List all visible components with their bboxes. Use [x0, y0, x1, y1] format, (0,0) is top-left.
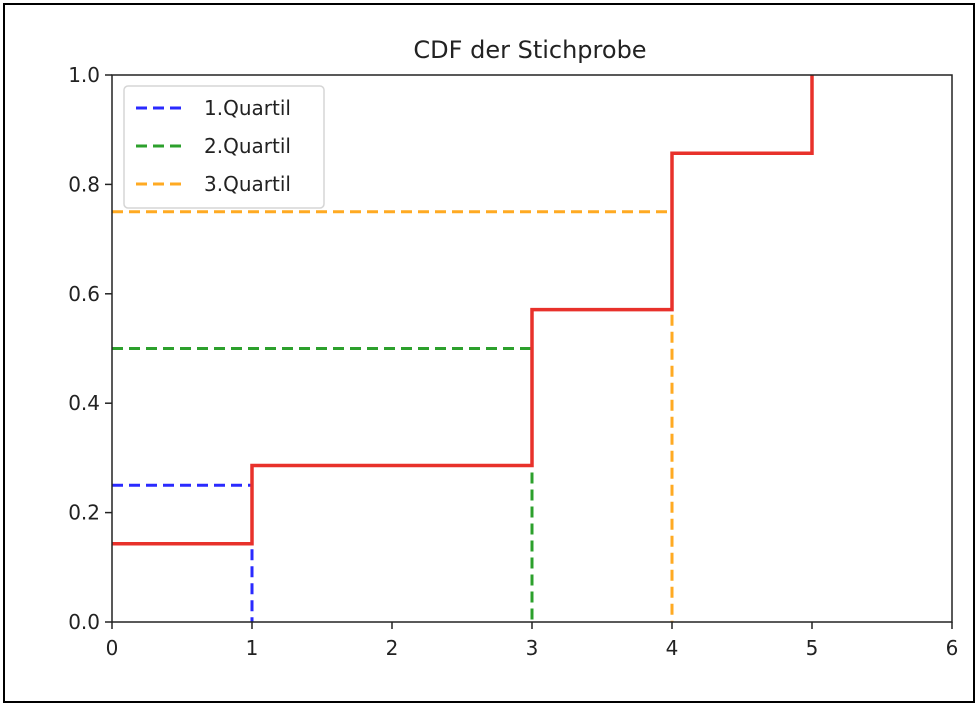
y-tick-label: 0.6: [68, 282, 100, 306]
legend-label-2: 2.Quartil: [204, 134, 291, 158]
y-tick-label: 0.8: [68, 172, 100, 196]
y-tick-label: 0.2: [68, 501, 100, 525]
x-tick-label: 6: [946, 636, 959, 660]
quartile-3-line: [112, 210, 674, 622]
y-tick-label: 0.4: [68, 391, 100, 415]
x-tick-label: 0: [106, 636, 119, 660]
chart-title: CDF der Stichprobe: [413, 36, 646, 64]
cdf-step-line: [112, 75, 814, 546]
legend-label-1: 1.Quartil: [204, 96, 291, 120]
y-tick-label: 0.0: [68, 610, 100, 634]
x-tick-label: 4: [666, 636, 679, 660]
legend-label-3: 3.Quartil: [204, 172, 291, 196]
quartile-2-line: [112, 347, 534, 622]
x-tick-label: 2: [386, 636, 399, 660]
legend-box: [123, 85, 325, 209]
x-tick-label: 3: [526, 636, 539, 660]
x-tick-label: 5: [806, 636, 819, 660]
y-tick-label: 1.0: [68, 63, 100, 87]
quartile-1-line: [112, 483, 254, 622]
x-tick-label: 1: [246, 636, 259, 660]
